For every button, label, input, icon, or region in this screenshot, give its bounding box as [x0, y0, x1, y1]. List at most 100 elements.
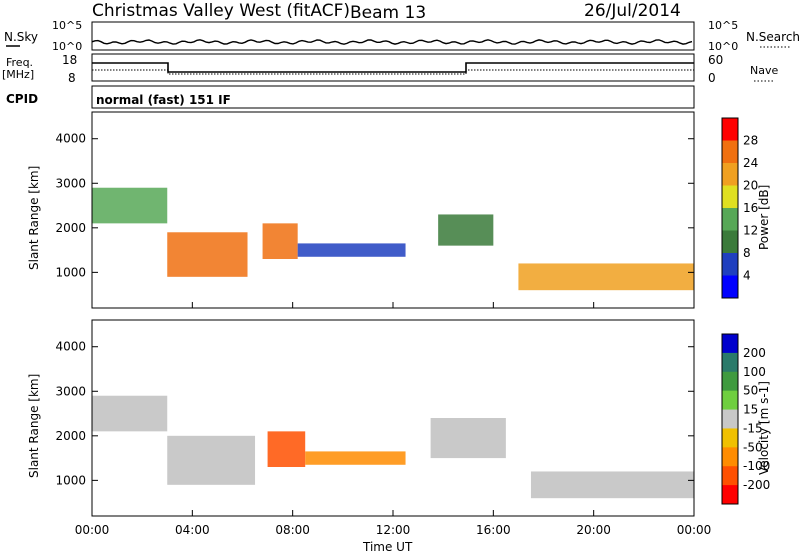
power-colorbar-label: Power [dB]	[757, 185, 771, 250]
velocity-colorbar-label: Velocity [m s-1]	[757, 381, 771, 475]
freq-unit-label: [MHz]	[2, 68, 34, 81]
x-tick-label: 16:00	[476, 523, 511, 537]
colorbar-frame	[721, 333, 739, 505]
x-tick-label: 04:00	[175, 523, 210, 537]
colorbar-tick-label: 24	[743, 156, 758, 170]
data-region-0	[92, 395, 168, 432]
data-region-2	[267, 431, 306, 467]
velocity-panel: 1000 2000 3000 4000 Slant Range [km] 200 100…	[27, 302, 771, 554]
data-region-1	[167, 232, 248, 277]
cpid-frame	[91, 85, 695, 109]
velocity-ylabel: Slant Range [km]	[27, 374, 41, 478]
nsky-tick-top: 10^5	[52, 19, 82, 32]
cpid-value: normal (fast) 151 IF	[96, 93, 231, 107]
nave-trace	[92, 69, 694, 75]
x-tick-label: 00:00	[75, 523, 110, 537]
colorbar-swatch	[722, 208, 738, 231]
nave-tick-bottom: 0	[708, 71, 716, 85]
beam-label: Beam 13	[350, 3, 426, 23]
colorbar-tick-label: 200	[743, 346, 766, 360]
colorbar-swatch	[722, 253, 738, 276]
data-region-3	[297, 243, 406, 257]
y-tick-label: 1000	[55, 473, 86, 487]
colorbar-frame	[721, 117, 739, 299]
colorbar-tick-label: -50	[743, 440, 763, 454]
freq-trace	[92, 62, 694, 73]
nsky-right-tick-top: 10^5	[708, 19, 738, 32]
colorbar-swatch	[722, 428, 738, 448]
colorbar-tick-label: -100	[743, 459, 770, 473]
data-region-5	[518, 263, 694, 291]
colorbar-swatch	[722, 185, 738, 209]
data-region-2	[262, 223, 298, 259]
velocity-colorbar: 200 100 50 15 -15 -50 -100 -200	[721, 333, 770, 505]
power-y-axis: 1000 2000 3000 4000	[55, 132, 694, 279]
nave-tick-top: 60	[708, 53, 723, 67]
colorbar-tick-label: 28	[743, 134, 758, 148]
nsky-panel: N.Sky 10^5 10^0 10^5 10^0 N.Search	[4, 19, 800, 53]
colorbar-swatch	[722, 140, 738, 164]
colorbar-tick-label: -15	[743, 421, 763, 435]
colorbar-swatch	[722, 485, 738, 505]
nsky-tick-bottom: 10^0	[52, 40, 82, 53]
colorbar-tick-label: 20	[743, 179, 758, 193]
x-tick-label: 20:00	[576, 523, 611, 537]
colorbar-swatch	[722, 371, 738, 392]
x-tick-label: 12:00	[376, 523, 411, 537]
y-tick-label: 4000	[55, 340, 86, 354]
y-tick-label: 3000	[55, 176, 86, 190]
power-colorbar: 4 8 12 16 20 24 28	[721, 117, 758, 299]
colorbar-tick-label: 12	[743, 224, 758, 238]
colorbar-tick-label: 16	[743, 201, 758, 215]
colorbar-swatch	[722, 163, 738, 186]
freq-frame	[91, 53, 695, 82]
colorbar-swatch	[722, 447, 738, 467]
nave-label: Nave	[750, 64, 778, 77]
cpid-label: CPID	[6, 92, 38, 106]
x-tick-label: 00:00	[677, 523, 712, 537]
y-tick-label: 1000	[55, 265, 86, 279]
freq-label: Freq.	[6, 56, 33, 69]
colorbar-swatch	[722, 466, 738, 486]
colorbar-swatch	[722, 390, 738, 411]
colorbar-swatch	[722, 275, 738, 299]
colorbar-swatch	[722, 118, 738, 141]
x-axis-label: Time UT	[362, 540, 413, 554]
colorbar-tick-label: 8	[743, 246, 751, 260]
data-region-5	[530, 471, 694, 499]
x-axis: 00:00 04:00 08:00 12:00 16:00 20:00 00:00	[75, 302, 712, 537]
nsearch-label: N.Search	[746, 30, 800, 44]
velocity-data	[92, 395, 694, 499]
freq-tick-bottom: 8	[68, 71, 76, 85]
data-region-4	[430, 418, 506, 459]
y-tick-label: 2000	[55, 429, 86, 443]
y-tick-label: 2000	[55, 221, 86, 235]
colorbar-swatch	[722, 334, 738, 354]
y-tick-label: 4000	[55, 132, 86, 146]
data-region-3	[305, 451, 406, 465]
nsky-frame	[91, 21, 695, 51]
data-region-0	[92, 187, 168, 224]
nsky-label: N.Sky	[4, 30, 38, 44]
power-panel: 1000 2000 3000 4000 Slant Range [km] 4 8 12 16…	[27, 111, 771, 309]
date-label: 26/Jul/2014	[584, 1, 681, 21]
colorbar-tick-label: 15	[743, 403, 758, 417]
nsky-right-tick-bottom: 10^0	[708, 40, 738, 53]
nsky-trace	[91, 39, 693, 45]
data-region-1	[167, 435, 256, 485]
colorbar-swatch	[722, 352, 738, 373]
colorbar-tick-label: -200	[743, 478, 770, 492]
data-region-4	[438, 214, 494, 246]
colorbar-tick-label: 100	[743, 365, 766, 379]
x-tick-label: 08:00	[275, 523, 310, 537]
colorbar-swatch	[722, 409, 738, 429]
colorbar-swatch	[722, 230, 738, 254]
power-data	[92, 187, 694, 291]
freq-panel: Freq. [MHz] 18 8 60 0 Nave	[2, 53, 778, 85]
velocity-y-axis: 1000 2000 3000 4000	[55, 340, 694, 487]
freq-tick-top: 18	[62, 53, 77, 67]
colorbar-tick-label: 50	[743, 384, 758, 398]
station-title: Christmas Valley West (fitACF)	[92, 1, 350, 21]
y-tick-label: 3000	[55, 384, 86, 398]
